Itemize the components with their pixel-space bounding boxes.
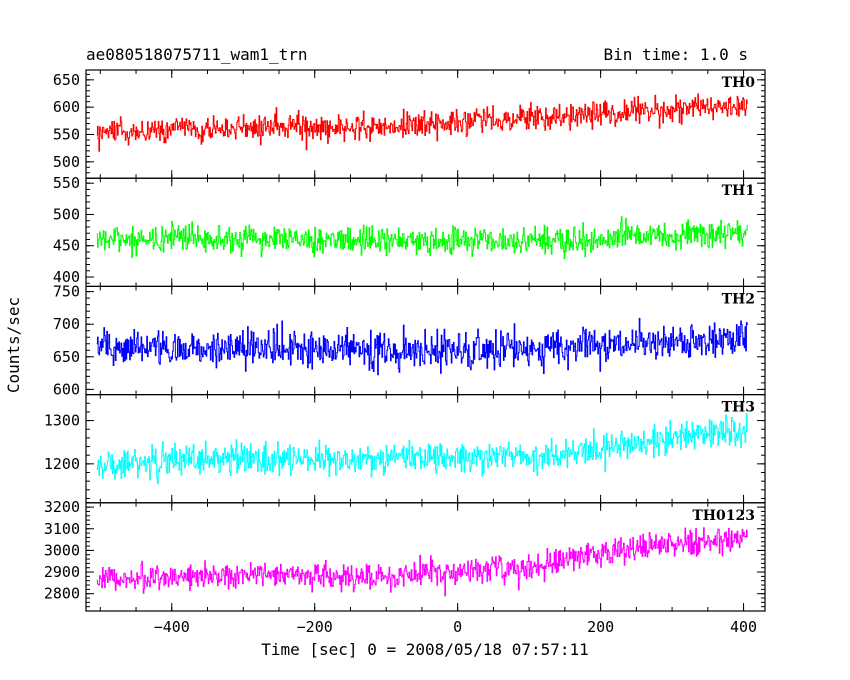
panel-th0: 500 550 600 650 TH0: [53, 69, 766, 179]
y-tick-label: 650: [53, 348, 80, 366]
x-axis-label: Time [sec] 0 = 2008/05/18 07:57:11: [261, 640, 589, 659]
panel-label-th1: TH1: [722, 183, 755, 199]
x-tick-label: −400: [154, 618, 190, 636]
y-tick-label: 550: [53, 125, 80, 143]
series-line-th2: [96, 317, 748, 376]
y-tick-label: 3100: [44, 520, 80, 538]
series-line-th0: [96, 93, 748, 152]
y-tick-label: 600: [53, 98, 80, 116]
y-tick-label: 600: [53, 380, 80, 398]
y-tick-label: 2900: [44, 563, 80, 581]
bin-time-label: Bin time: 1.0 s: [604, 45, 749, 64]
y-tick-label: 450: [53, 237, 80, 255]
x-tick-label: 0: [453, 618, 462, 636]
y-tick-label: 500: [53, 153, 80, 171]
panel-frame-th0: [85, 69, 766, 179]
y-tick-label: 1300: [44, 412, 80, 430]
panel-th0123: 2800 2900 3000 3100 3200 TH0123: [44, 498, 766, 612]
y-tick-label: 3000: [44, 541, 80, 559]
x-tick-label: 400: [730, 618, 757, 636]
y-axis-label: Counts/sec: [4, 297, 23, 393]
panel-frame-th0123: [85, 502, 766, 612]
y-tick-label: 2800: [44, 585, 80, 603]
chart-title: ae080518075711_wam1_trn: [86, 45, 308, 64]
panel-label-th0: TH0: [722, 75, 756, 91]
series-line-th1: [96, 216, 748, 260]
y-tick-label: 750: [53, 283, 80, 301]
panel-th1: 400 450 500 550 TH1: [53, 174, 766, 287]
y-tick-label: 1200: [44, 455, 80, 473]
panel-frame-th3: [85, 394, 766, 504]
panel-label-th2: TH2: [722, 291, 755, 307]
y-tick-label: 650: [53, 71, 80, 89]
y-tick-label: 700: [53, 315, 80, 333]
y-tick-label: 550: [53, 174, 80, 192]
y-tick-label: 3200: [44, 498, 80, 516]
series-line-th0123: [96, 527, 748, 597]
x-tick-label: 200: [587, 618, 614, 636]
y-tick-label: 400: [53, 268, 80, 286]
x-tick-label: −200: [297, 618, 333, 636]
panel-th2: 600 650 700 750 TH2: [53, 283, 766, 398]
panel-th3: 1200 1300 TH3: [44, 394, 766, 504]
panel-frame-th1: [85, 177, 766, 287]
series-line-th3: [96, 413, 748, 485]
panel-label-th3: TH3: [722, 400, 755, 416]
panel-label-th0123: TH0123: [692, 508, 755, 524]
y-tick-label: 500: [53, 205, 80, 223]
